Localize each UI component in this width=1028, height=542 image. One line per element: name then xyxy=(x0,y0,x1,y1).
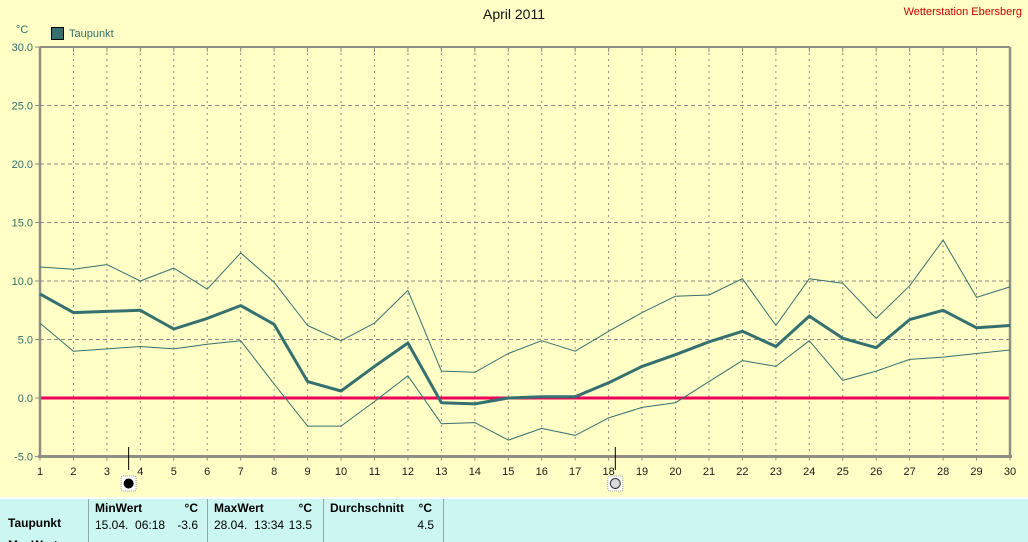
minwert-value: -3.6 xyxy=(177,518,198,532)
x-axis-label: 10 xyxy=(335,466,347,478)
x-axis-label: 8 xyxy=(271,466,277,478)
x-axis-label: 27 xyxy=(904,466,916,478)
x-axis-label: 5 xyxy=(171,466,177,478)
x-axis-label: 9 xyxy=(305,466,311,478)
minwert-unit: °C xyxy=(184,501,198,515)
minwert-datetime: 15.04. 06:18 xyxy=(95,518,166,532)
x-axis-label: 15 xyxy=(502,466,514,478)
x-axis-label: 23 xyxy=(770,466,782,478)
x-axis-label: 2 xyxy=(70,466,76,478)
table-separator xyxy=(207,499,208,542)
y-axis-label: 15.0 xyxy=(12,218,33,230)
x-axis-label: 14 xyxy=(469,466,481,478)
y-axis-label: 20.0 xyxy=(12,159,33,171)
x-axis-label: 1 xyxy=(37,466,43,478)
table-separator xyxy=(323,499,324,542)
x-axis-label: 16 xyxy=(536,466,548,478)
dewpoint-chart: 1 2 3 4 5 6 7 8 9 10 11 12 13 14 15 16 17 18 19 20 21 22 23 24 2… xyxy=(12,42,1016,492)
x-axis-label: 4 xyxy=(137,466,143,478)
durchschnitt-value: 4.5 xyxy=(417,518,434,532)
station-name: Wetterstation Ebersberg xyxy=(903,6,1022,18)
legend: Taupunkt xyxy=(51,27,114,40)
x-axis-label: 21 xyxy=(703,466,715,478)
durchschnitt-header: Durchschnitt xyxy=(330,501,405,515)
y-axis-unit-label: °C xyxy=(16,24,29,36)
y-axis-label: 0.0 xyxy=(18,393,33,405)
maxwert-value: 13.5 xyxy=(288,518,312,532)
series-line-taupunkt-tagesminimum xyxy=(39,322,1011,441)
table-separator xyxy=(443,499,444,542)
x-axis-label: 6 xyxy=(204,466,210,478)
legend-swatch-icon xyxy=(51,27,64,40)
minwert-header: MinWert xyxy=(95,501,143,515)
durchschnitt-unit: °C xyxy=(418,501,432,515)
series-line-taupunkt-tagesmaximum xyxy=(39,239,1011,373)
maxwert-header: MaxWert xyxy=(214,501,264,515)
next-row-label-partial: MaxWert xyxy=(8,538,58,542)
x-axis-label: 22 xyxy=(736,466,748,478)
x-axis-label: 11 xyxy=(369,466,380,478)
y-axis-label: 5.0 xyxy=(18,335,33,347)
x-axis-label: 3 xyxy=(104,466,110,478)
statistics-table: Taupunkt MinWert °C 15.04. 06:18 -3.6 Ma… xyxy=(0,497,1028,542)
maxwert-unit: °C xyxy=(298,501,312,515)
legend-label: Taupunkt xyxy=(69,27,114,40)
new-moon-icon xyxy=(123,478,134,489)
x-axis-label: 18 xyxy=(602,466,614,478)
chart-title: April 2011 xyxy=(482,6,545,22)
y-axis-label: 10.0 xyxy=(12,276,33,288)
y-axis-label: -5.0 xyxy=(14,452,33,464)
x-axis-label: 17 xyxy=(569,466,581,478)
x-axis-label: 24 xyxy=(803,466,815,478)
table-row-label: Taupunkt xyxy=(8,516,62,530)
x-axis-label: 20 xyxy=(669,466,681,478)
x-axis-label: 19 xyxy=(636,466,648,478)
series-line-taupunkt-tagesmittel xyxy=(39,292,1011,406)
full-moon-icon xyxy=(609,478,621,489)
x-axis-label: 28 xyxy=(937,466,949,478)
y-axis-label: 30.0 xyxy=(12,42,33,54)
x-axis-label: 30 xyxy=(1004,466,1016,478)
x-axis-label: 7 xyxy=(238,466,244,478)
x-axis-label: 26 xyxy=(870,466,882,478)
x-axis-label: 12 xyxy=(402,466,414,478)
x-axis-label: 25 xyxy=(837,466,849,478)
x-axis-label: 13 xyxy=(435,466,447,478)
maxwert-datetime: 28.04. 13:34 xyxy=(214,518,285,532)
x-axis-label: 29 xyxy=(970,466,982,478)
table-separator xyxy=(88,499,89,542)
y-axis-label: 25.0 xyxy=(12,101,33,113)
